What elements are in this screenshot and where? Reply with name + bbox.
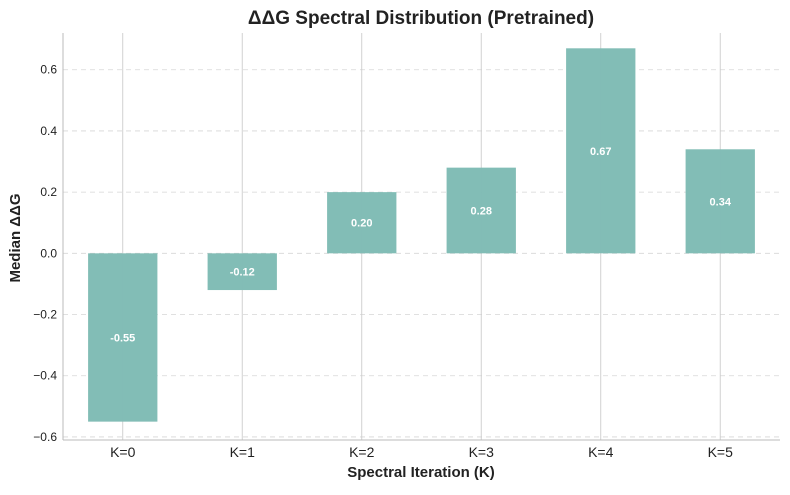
bar-k0 <box>88 253 158 422</box>
x-tick-label: K=1 <box>230 444 256 460</box>
bar-k2 <box>327 192 397 254</box>
bar-k3 <box>446 167 516 254</box>
bar-value-label: -0.55 <box>110 332 135 344</box>
bars: -0.55 -0.12 0.20 0.28 0.67 0.34 <box>88 48 755 422</box>
y-tick-label: 0.6 <box>40 63 57 77</box>
tick-labels: −0.6 −0.4 −0.2 0.0 0.2 0.4 0.6 K=0 K=1 K=2 K=3 K=4 K… <box>33 63 733 460</box>
y-tick-label: 0.0 <box>40 246 57 260</box>
y-tick-label: −0.4 <box>33 369 57 383</box>
x-tick-label: K=4 <box>588 444 614 460</box>
bar-value-label: -0.12 <box>230 267 255 279</box>
bar-k4 <box>566 48 636 254</box>
y-tick-label: 0.2 <box>40 185 57 199</box>
axes <box>62 33 780 441</box>
bar-value-label: 0.34 <box>710 196 732 208</box>
x-tick-label: K=2 <box>349 444 375 460</box>
bar-k1 <box>207 253 277 291</box>
y-tick-label: 0.4 <box>40 124 57 138</box>
y-tick-label: −0.2 <box>33 308 57 322</box>
bar-value-label: 0.20 <box>351 218 372 230</box>
bar-k5 <box>685 149 755 254</box>
y-axis-label: Median ΔΔG <box>7 193 24 282</box>
y-tick-label: −0.6 <box>33 430 57 444</box>
bar-value-label: 0.67 <box>590 146 611 158</box>
x-tick-label: K=5 <box>708 444 734 460</box>
x-tick-label: K=3 <box>469 444 495 460</box>
x-tick-label: K=0 <box>110 444 136 460</box>
chart-title: ΔΔG Spectral Distribution (Pretrained) <box>248 8 594 29</box>
x-axis-label: Spectral Iteration (K) <box>347 464 495 481</box>
bar-value-label: 0.28 <box>471 205 492 217</box>
grid-lines <box>63 33 780 440</box>
